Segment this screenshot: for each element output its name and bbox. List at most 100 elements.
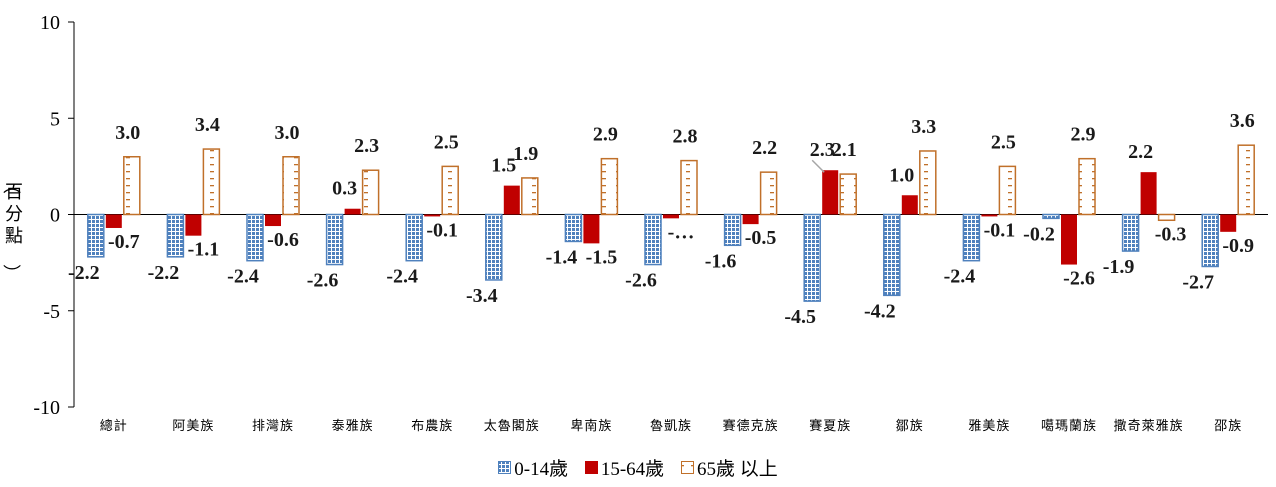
bar (1078, 157, 1096, 216)
x-tick-label: 布農族 (411, 418, 453, 434)
data-label: 1.5 (491, 155, 516, 177)
data-label: -1.4 (546, 246, 578, 268)
legend-swatch-15-64 (584, 461, 598, 474)
bar (680, 159, 698, 216)
bar (564, 213, 583, 243)
bar (424, 214, 441, 217)
bar (265, 214, 281, 227)
y-axis-label: （百分點） (0, 176, 23, 282)
bar (282, 156, 300, 216)
y-tick-label: 10 (40, 12, 60, 34)
x-tick-label: 總計 (100, 418, 128, 434)
bar (883, 213, 901, 297)
data-label: 3.0 (115, 122, 140, 144)
data-label: 1.0 (889, 164, 914, 186)
bar (202, 148, 221, 216)
legend-item-15-64: 15-64歲 (584, 454, 665, 481)
data-label: -2.2 (148, 262, 180, 284)
bar (644, 213, 662, 266)
data-label: -2.4 (944, 266, 976, 288)
x-tick-label: 賽德克族 (723, 418, 779, 434)
bar (344, 208, 361, 215)
x-tick-label: 太魯閣族 (484, 418, 540, 434)
bar (1140, 172, 1157, 215)
bar (1061, 214, 1077, 265)
bar (998, 165, 1017, 216)
legend-label-65-plus: 65歲 以上 (696, 459, 778, 480)
y-tick-label: -10 (33, 397, 60, 419)
bar (600, 157, 619, 216)
bar (1237, 144, 1255, 216)
bar (87, 213, 105, 258)
data-label: -… (668, 221, 695, 243)
data-label: 2.3 (354, 135, 379, 157)
bar (405, 213, 423, 262)
x-tick-label: 卑南族 (570, 418, 612, 434)
x-tick-label: 泰雅族 (332, 418, 374, 434)
y-tick-label: 0 (50, 205, 60, 227)
bar (839, 173, 857, 216)
bar (185, 214, 202, 236)
legend-swatch-65-plus (680, 461, 694, 474)
data-label: 2.5 (434, 131, 459, 153)
data-label: -1.1 (188, 239, 220, 261)
data-label: -2.6 (307, 270, 339, 292)
bar (1042, 213, 1060, 220)
data-label: 3.6 (1230, 110, 1255, 132)
bar (901, 195, 918, 215)
data-label: 2.2 (1128, 141, 1153, 163)
bar (1220, 214, 1237, 232)
bar (325, 213, 344, 266)
legend-swatch-0-14 (498, 461, 512, 474)
data-label: 0.3 (332, 178, 357, 200)
bars-layer (87, 144, 1255, 302)
data-label: -1.9 (1103, 256, 1135, 278)
data-label: -0.6 (267, 229, 299, 251)
legend-label-15-64: 15-64歲 (600, 459, 665, 480)
bar (105, 214, 122, 228)
data-label: 3.3 (911, 116, 936, 138)
bar (742, 214, 759, 225)
leader-line (811, 159, 825, 173)
data-label: 2.9 (593, 124, 618, 146)
data-label: -2.4 (227, 266, 259, 288)
bar (919, 150, 937, 216)
data-label: -0.7 (108, 231, 140, 253)
x-tick-label: 鄒族 (896, 418, 924, 434)
y-tick-label: -5 (43, 301, 60, 323)
data-label: -0.5 (745, 227, 777, 249)
data-label: -3.4 (466, 285, 498, 307)
data-label: -0.3 (1155, 223, 1187, 245)
bar (723, 213, 742, 247)
legend: 0-14歲 15-64歲 65歲 以上 (0, 454, 1276, 481)
data-label: -4.5 (784, 306, 816, 328)
bar (246, 213, 264, 262)
data-label: -2.2 (68, 262, 100, 284)
legend-item-65-plus: 65歲 以上 (680, 454, 778, 481)
bar (1157, 213, 1176, 222)
y-tick-label: 5 (50, 108, 60, 130)
legend-label-0-14: 0-14歲 (514, 459, 569, 480)
data-label: -1.6 (705, 250, 737, 272)
x-tick-label: 噶瑪蘭族 (1041, 418, 1097, 434)
data-label: 2.2 (752, 137, 777, 159)
x-tick-label: 排灣族 (252, 418, 294, 434)
bar (123, 156, 141, 216)
bar (822, 170, 839, 215)
bar (503, 185, 520, 215)
data-label: 1.9 (513, 143, 538, 165)
bar (759, 171, 778, 216)
data-label: -2.6 (625, 270, 657, 292)
x-tick-label: 魯凱族 (650, 418, 692, 434)
bar (981, 214, 998, 217)
bar (1201, 213, 1219, 268)
bar (803, 213, 821, 302)
bar (441, 165, 459, 216)
x-tick-label: 阿美族 (172, 418, 214, 434)
data-label: 3.0 (275, 122, 300, 144)
data-label: 3.4 (195, 114, 220, 136)
data-label: 2.3 (810, 139, 835, 161)
legend-item-0-14: 0-14歲 (498, 454, 568, 481)
bar (663, 214, 679, 219)
